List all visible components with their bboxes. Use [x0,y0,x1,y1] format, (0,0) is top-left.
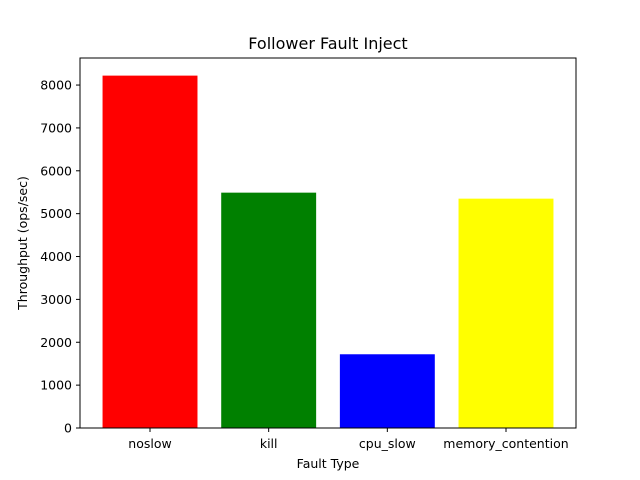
y-axis: 0 1000 2000 3000 4000 5000 6000 7000 8000 [40,78,80,436]
chart-title: Follower Fault Inject [248,34,407,53]
y-tick-label: 0 [64,421,72,436]
y-axis-label: Throughput (ops/sec) [15,176,30,311]
y-tick-label: 4000 [40,249,72,264]
y-tick-label: 7000 [40,120,72,135]
bar-noslow [102,75,198,429]
y-tick-label: 1000 [40,378,72,393]
bar-kill [221,192,317,428]
bar-cpu-slow [339,354,435,428]
y-tick-label: 2000 [40,335,72,350]
y-tick-label: 3000 [40,292,72,307]
x-tick-label: noslow [128,436,171,451]
bar-memory-contention [458,198,554,428]
x-axis-label: Fault Type [297,456,360,471]
plot-frame [79,57,577,429]
bars-group [102,75,554,429]
y-tick-label: 8000 [40,78,72,93]
x-tick-label: cpu_slow [359,436,416,451]
x-tick-label: memory_contention [443,436,568,451]
x-tick-label: kill [260,436,278,451]
y-tick-label: 6000 [40,163,72,178]
x-axis: noslow kill cpu_slow memory_contention [128,428,569,451]
y-tick-label: 5000 [40,206,72,221]
